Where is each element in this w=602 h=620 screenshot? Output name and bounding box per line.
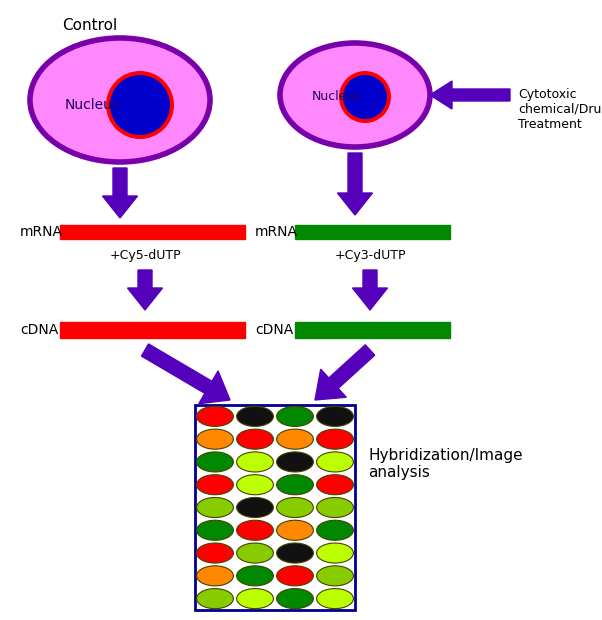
Ellipse shape [197, 475, 234, 495]
Ellipse shape [237, 406, 273, 427]
Bar [60, 225, 245, 239]
Text: Cytotoxic
chemical/Drug
Treatment: Cytotoxic chemical/Drug Treatment [518, 88, 602, 131]
Ellipse shape [106, 71, 174, 139]
Bar [60, 322, 245, 338]
Ellipse shape [197, 452, 234, 472]
Ellipse shape [317, 406, 353, 427]
Ellipse shape [317, 429, 353, 449]
Text: Nucleus: Nucleus [64, 98, 120, 112]
Ellipse shape [317, 543, 353, 563]
Ellipse shape [237, 452, 273, 472]
Ellipse shape [276, 429, 314, 449]
Ellipse shape [317, 497, 353, 518]
Ellipse shape [197, 543, 234, 563]
FancyArrow shape [128, 270, 163, 310]
Ellipse shape [276, 497, 314, 518]
FancyArrow shape [315, 345, 374, 400]
Ellipse shape [276, 452, 314, 472]
Bar [295, 225, 450, 239]
Text: Control: Control [63, 18, 117, 33]
Ellipse shape [317, 475, 353, 495]
Ellipse shape [237, 475, 273, 495]
FancyArrow shape [338, 153, 373, 215]
Ellipse shape [317, 566, 353, 586]
Ellipse shape [237, 429, 273, 449]
Ellipse shape [276, 475, 314, 495]
Ellipse shape [197, 497, 234, 518]
Text: +Cy3-dUTP: +Cy3-dUTP [334, 249, 406, 262]
Ellipse shape [197, 520, 234, 540]
Ellipse shape [276, 543, 314, 563]
Text: cDNA: cDNA [255, 323, 293, 337]
Text: cDNA: cDNA [20, 323, 58, 337]
Ellipse shape [276, 588, 314, 609]
FancyArrow shape [102, 168, 137, 218]
Text: +Cy5-dUTP: +Cy5-dUTP [109, 249, 181, 262]
Ellipse shape [237, 566, 273, 586]
Ellipse shape [237, 543, 273, 563]
Text: Hybridization/Image
analysis: Hybridization/Image analysis [368, 448, 523, 480]
Ellipse shape [276, 566, 314, 586]
FancyArrow shape [141, 344, 230, 404]
Ellipse shape [343, 75, 387, 119]
Ellipse shape [317, 452, 353, 472]
Bar [195, 405, 355, 610]
Ellipse shape [237, 520, 273, 540]
Ellipse shape [317, 588, 353, 609]
Ellipse shape [276, 520, 314, 540]
Ellipse shape [110, 75, 170, 135]
Text: Nucleus: Nucleus [312, 91, 362, 104]
Ellipse shape [197, 429, 234, 449]
Ellipse shape [30, 38, 210, 162]
Ellipse shape [280, 43, 430, 147]
FancyArrow shape [430, 81, 510, 109]
Ellipse shape [276, 406, 314, 427]
Bar [295, 322, 450, 338]
Ellipse shape [237, 497, 273, 518]
Ellipse shape [197, 406, 234, 427]
FancyArrow shape [353, 270, 388, 310]
Ellipse shape [197, 588, 234, 609]
Text: mRNA: mRNA [20, 225, 63, 239]
Ellipse shape [197, 566, 234, 586]
Ellipse shape [317, 520, 353, 540]
Ellipse shape [339, 71, 391, 123]
Text: mRNA: mRNA [255, 225, 298, 239]
Ellipse shape [237, 588, 273, 609]
